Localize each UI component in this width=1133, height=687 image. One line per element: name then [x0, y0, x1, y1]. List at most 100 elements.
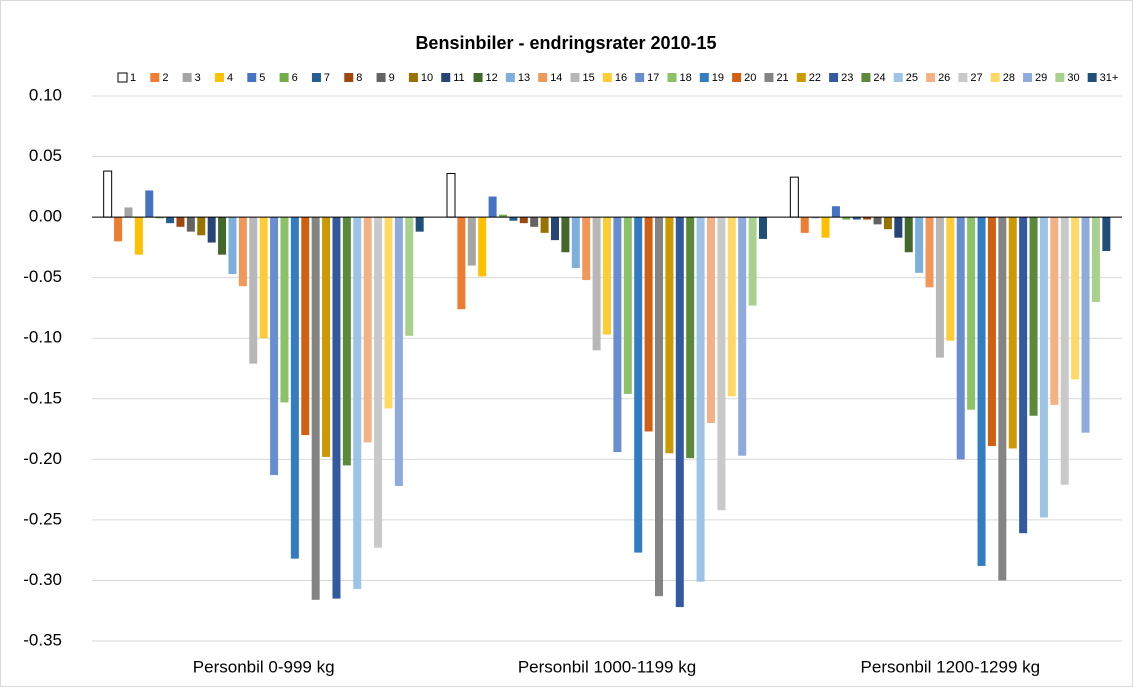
bar	[467, 217, 476, 266]
legend-label: 25	[906, 72, 918, 84]
bar	[592, 217, 601, 351]
bar	[270, 217, 279, 476]
legend-swatch	[473, 73, 483, 82]
y-tick-label: -0.30	[23, 570, 62, 589]
legend-label: 28	[1003, 72, 1015, 84]
legend-swatch	[635, 73, 645, 82]
legend-swatch	[1023, 73, 1033, 82]
legend-swatch	[699, 73, 709, 82]
x-tick-label: Personbil 1000-1199 kg	[518, 657, 696, 676]
bar	[249, 217, 258, 364]
legend-label: 24	[873, 72, 885, 84]
legend-label: 14	[550, 72, 562, 84]
legend-label: 21	[776, 72, 788, 84]
bar	[238, 217, 247, 287]
y-tick-label: -0.10	[23, 328, 62, 347]
legend-swatch	[150, 73, 160, 82]
legend-label: 20	[744, 72, 756, 84]
bar	[977, 217, 986, 566]
legend-swatch	[247, 73, 257, 82]
legend-label: 30	[1067, 72, 1079, 84]
y-tick-label: -0.25	[23, 509, 62, 528]
bar	[186, 217, 195, 232]
bar	[540, 217, 549, 233]
y-tick-label: 0.00	[29, 207, 62, 226]
bar	[499, 214, 507, 218]
bar	[707, 217, 715, 423]
bar	[509, 217, 518, 221]
legend-label: 9	[389, 72, 395, 84]
legend-swatch	[602, 73, 612, 82]
bar	[800, 217, 809, 233]
bar	[623, 217, 632, 394]
y-tick-label: -0.35	[23, 630, 62, 649]
legend-swatch	[408, 73, 418, 82]
legend-swatch	[570, 73, 580, 82]
legend-swatch	[861, 73, 871, 82]
legend-label: 27	[970, 72, 982, 84]
bar	[644, 217, 653, 432]
legend-swatch	[182, 73, 192, 82]
bar	[124, 207, 133, 218]
bar	[353, 217, 362, 589]
bar	[322, 217, 331, 457]
bar	[155, 217, 164, 219]
y-tick-label: 0.05	[29, 146, 62, 165]
bar	[176, 217, 185, 227]
bar	[748, 217, 757, 306]
bar	[1029, 217, 1038, 416]
legend-swatch	[958, 73, 968, 82]
legend-swatch	[926, 73, 936, 82]
bar	[311, 217, 320, 600]
bar	[987, 217, 996, 447]
bar	[218, 217, 227, 255]
legend-label: 7	[324, 72, 330, 84]
legend-swatch	[1087, 73, 1097, 82]
bar	[394, 217, 403, 486]
legend-swatch	[344, 73, 354, 82]
bar	[114, 217, 123, 242]
legend-swatch	[829, 73, 839, 82]
legend-label: 19	[712, 72, 724, 84]
bar	[1050, 217, 1059, 405]
bar	[1060, 217, 1069, 485]
x-tick-label: Personbil 1200-1299 kg	[861, 657, 1041, 676]
y-tick-label: -0.05	[23, 267, 62, 286]
legend-swatch	[1055, 73, 1065, 82]
legend-label: 29	[1035, 72, 1047, 84]
bar	[894, 217, 903, 238]
bar	[145, 190, 154, 218]
bar	[1091, 217, 1100, 302]
legend-swatch	[441, 73, 451, 82]
bar	[634, 217, 643, 553]
bar	[603, 217, 611, 335]
legend-swatch	[538, 73, 548, 82]
bar	[852, 217, 861, 220]
bar	[1039, 217, 1048, 518]
legend-label: 22	[809, 72, 821, 84]
legend-label: 16	[615, 72, 627, 84]
y-tick-label: 0.10	[29, 85, 62, 104]
bar	[551, 217, 559, 241]
bar	[1008, 217, 1017, 449]
legend-label: 12	[486, 72, 498, 84]
legend-label: 8	[356, 72, 362, 84]
legend-label: 3	[195, 72, 201, 84]
bar	[166, 217, 175, 224]
bar	[904, 217, 913, 253]
bar	[696, 217, 705, 582]
legend-swatch	[764, 73, 774, 82]
legend-label: 15	[583, 72, 595, 84]
legend-swatch	[117, 72, 128, 83]
legend-swatch	[376, 73, 386, 82]
legend-swatch	[214, 73, 224, 82]
bar	[332, 217, 341, 599]
legend-swatch	[505, 73, 515, 82]
bar	[789, 176, 799, 218]
bar	[842, 217, 851, 220]
bar	[998, 217, 1007, 581]
bar	[946, 217, 955, 341]
chart-title: Bensinbiler - endringsrater 2010-15	[415, 33, 716, 53]
bar	[873, 217, 882, 225]
legend-label: 2	[162, 72, 168, 84]
